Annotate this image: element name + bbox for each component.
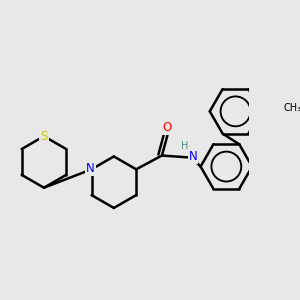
Text: CH₃: CH₃ — [284, 103, 300, 113]
Text: N: N — [86, 162, 95, 175]
Text: H: H — [181, 141, 189, 151]
Text: O: O — [163, 122, 172, 134]
Text: N: N — [189, 150, 197, 163]
Text: S: S — [40, 130, 48, 143]
